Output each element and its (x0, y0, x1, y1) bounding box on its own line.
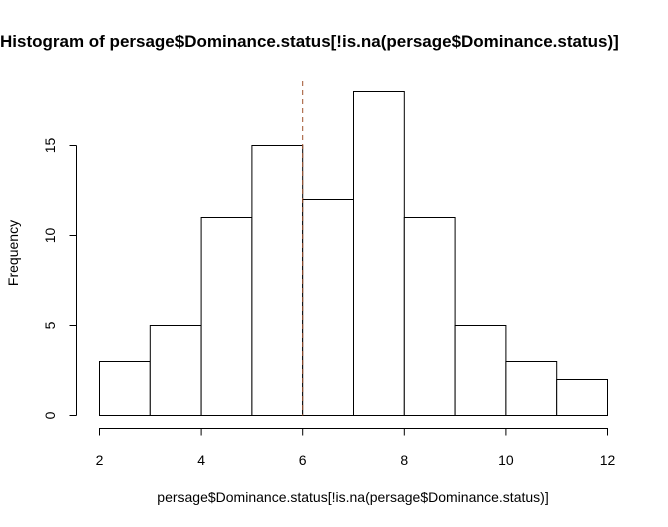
x-tick-label-1: 4 (197, 452, 205, 468)
histogram-bar-9 (556, 379, 609, 416)
x-tick-label-3: 8 (400, 452, 408, 468)
x-tick-label-2: 6 (299, 452, 307, 468)
chart-title: Histogram of persage$Dominance.status[!i… (0, 32, 619, 51)
x-tick-label-5: 12 (600, 452, 616, 468)
histogram-bar-7 (454, 325, 507, 416)
histogram-bar-0 (99, 361, 151, 416)
y-tick-label-1: 5 (42, 321, 58, 329)
x-axis-label: persage$Dominance.status[!is.na(persage$… (157, 489, 548, 505)
histogram-bar-2 (200, 217, 253, 416)
bars-group (99, 91, 609, 416)
y-tick-label-2: 10 (42, 228, 58, 244)
histogram-bar-3 (251, 145, 304, 416)
histogram-bar-1 (149, 325, 202, 416)
x-axis: 2 4 6 8 10 12 (96, 428, 616, 468)
x-tick-label-0: 2 (96, 452, 104, 468)
histogram-bar-5 (353, 91, 405, 416)
y-axis-label: Frequency (5, 220, 21, 286)
x-tick-label-4: 10 (498, 452, 514, 468)
y-axis: 0 5 10 15 (42, 138, 77, 419)
y-tick-label-0: 0 (42, 411, 58, 419)
histogram-bar-6 (403, 217, 456, 416)
y-tick-label-3: 15 (42, 138, 58, 154)
histogram-bar-4 (302, 199, 355, 416)
histogram-bar-8 (505, 361, 558, 416)
